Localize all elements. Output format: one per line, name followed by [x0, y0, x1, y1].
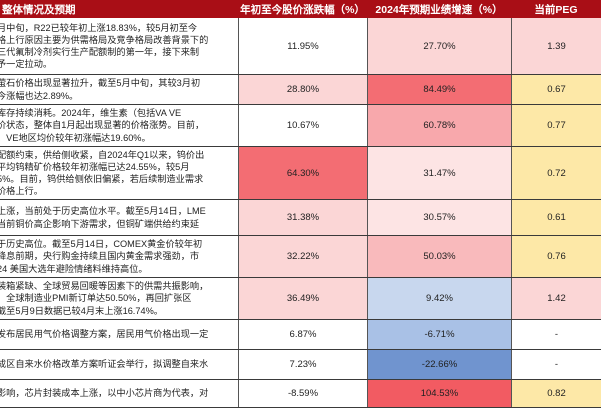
header-ytd-change: 年初至今股价涨跌幅（%） [240, 3, 365, 16]
overview-cell: 库存持续消耗。2024年，维生素（包括VA VE 价状态，整体自1月起出现显著的… [0, 108, 205, 143]
table-header: 整体情况及预期 年初至今股价涨跌幅（%） 2024年预期业绩增速（%） 当前PE… [0, 0, 601, 18]
growth-cell: 84.49% [367, 75, 511, 104]
overview-cell: 配额约束，供给侧收紧，自2024年Q1以来，钨价出 平均钨精矿价格较年初涨幅已达… [0, 149, 205, 197]
table-row: 月中旬，R22已较年初上涨18.83%，较5月初至今 格上行原因主要为供需格局及… [0, 18, 601, 75]
peg-cell: 0.72 [511, 147, 601, 199]
table-row: 发布居民用气价格调整方案，居民用气价格出现一定 6.87% -6.71% - [0, 320, 601, 350]
growth-cell: 104.53% [367, 380, 511, 407]
table-row: 配额约束，供给侧收紧，自2024年Q1以来，钨价出 平均钨精矿价格较年初涨幅已达… [0, 147, 601, 200]
growth-cell: 9.42% [367, 278, 511, 319]
table-row: 库存持续消耗。2024年，维生素（包括VA VE 价状态，整体自1月起出现显著的… [0, 105, 601, 147]
growth-cell: 30.57% [367, 200, 511, 235]
ytd-change-cell: 7.23% [238, 350, 367, 379]
ytd-change-cell: 31.38% [238, 200, 367, 235]
table-row: 萤石价格出现显著拉升，截至5月中旬，其较3月初 今涨幅也达2.89%。 28.8… [0, 75, 601, 105]
table-row: 装箱紧缺、全球贸易回暖等因素下的供需共振影响， 全球制造业PMI新订单达50.5… [0, 278, 601, 320]
overview-cell: 萤石价格出现显著拉升，截至5月中旬，其较3月初 今涨幅也达2.89%。 [0, 78, 201, 101]
table-row: 于历史高位。截至5月14日，COMEX黄金价较年初 降息前期，央行购金持续且国内… [0, 236, 601, 278]
growth-cell: 60.78% [367, 105, 511, 146]
peg-cell: 0.67 [511, 75, 601, 104]
overview-cell: 影响，芯片封装成本上涨，以中小芯片商为代表，对 [0, 388, 209, 399]
overview-cell: 上涨，当前处于历史高位水平。截至5月14日，LME 当前铜价高企影响下游需求，但… [0, 206, 206, 229]
ytd-change-cell: 6.87% [238, 320, 367, 349]
peg-cell: - [511, 320, 601, 349]
header-2024-growth: 2024年预期业绩增速（%） [375, 3, 503, 16]
growth-cell: 31.47% [367, 147, 511, 199]
overview-cell: 装箱紧缺、全球贸易回暖等因素下的供需共振影响， 全球制造业PMI新订单达50.5… [0, 281, 209, 316]
ytd-change-cell: 28.80% [238, 75, 367, 104]
peg-cell: 0.77 [511, 105, 601, 146]
growth-cell: -6.71% [367, 320, 511, 349]
ytd-change-cell: -8.59% [238, 380, 367, 407]
peg-cell: 0.82 [511, 380, 601, 407]
ytd-change-cell: 32.22% [238, 236, 367, 277]
peg-cell: - [511, 350, 601, 379]
overview-cell: 于历史高位。截至5月14日，COMEX黄金价较年初 降息前期，央行购金持续且国内… [0, 239, 203, 274]
growth-cell: 50.03% [367, 236, 511, 277]
growth-cell: 27.70% [367, 18, 511, 74]
table-row: 成区自来水价格改革方案听证会举行，拟调整自来水 7.23% -22.66% - [0, 350, 601, 380]
ytd-change-cell: 11.95% [238, 18, 367, 74]
growth-cell: -22.66% [367, 350, 511, 379]
peg-cell: 1.39 [511, 18, 601, 74]
ytd-change-cell: 10.67% [238, 105, 367, 146]
overview-cell: 月中旬，R22已较年初上涨18.83%，较5月初至今 格上行原因主要为供需格局及… [0, 22, 209, 70]
header-overview: 整体情况及预期 [2, 3, 76, 16]
peg-cell: 1.42 [511, 278, 601, 319]
overview-cell: 发布居民用气价格调整方案，居民用气价格出现一定 [0, 329, 209, 340]
header-peg: 当前PEG [534, 3, 578, 16]
peg-cell: 0.61 [511, 200, 601, 235]
table-row: 影响，芯片封装成本上涨，以中小芯片商为代表，对 -8.59% 104.53% 0… [0, 380, 601, 408]
ytd-change-cell: 36.49% [238, 278, 367, 319]
overview-cell: 成区自来水价格改革方案听证会举行，拟调整自来水 [0, 359, 209, 370]
table-row: 上涨，当前处于历史高位水平。截至5月14日，LME 当前铜价高企影响下游需求，但… [0, 200, 601, 236]
ytd-change-cell: 64.30% [238, 147, 367, 199]
peg-cell: 0.76 [511, 236, 601, 277]
